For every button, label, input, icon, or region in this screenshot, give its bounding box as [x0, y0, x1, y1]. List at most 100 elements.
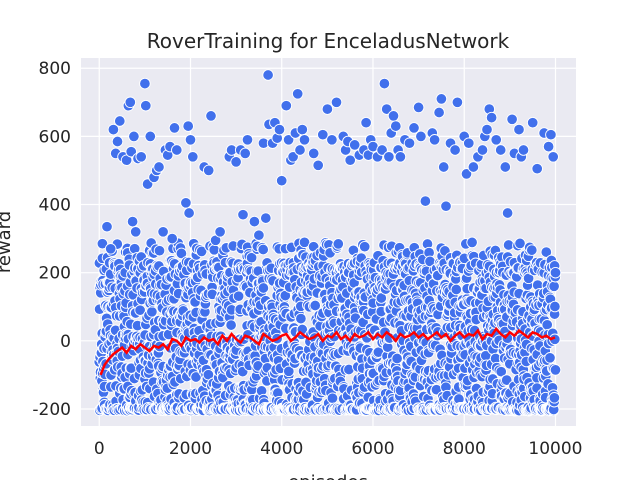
scatter-point: [415, 130, 427, 143]
scatter-point: [139, 77, 151, 90]
scatter-point: [526, 116, 539, 129]
scatter-point: [230, 156, 242, 168]
x-tick-labels: 0 2000 4000 6000 8000 10000: [94, 439, 583, 459]
scatter-point: [298, 236, 311, 249]
y-tick-label: 600: [39, 127, 71, 147]
scatter-point: [257, 243, 269, 256]
scatter-point: [144, 130, 157, 143]
scatter-point: [513, 123, 525, 136]
moving-average-line: [99, 326, 556, 376]
scatter-point: [435, 93, 448, 105]
scatter-point: [360, 116, 372, 129]
scatter-point: [548, 280, 560, 293]
scatter-point: [312, 159, 324, 172]
scatter-point: [262, 69, 274, 81]
scatter-point: [526, 244, 538, 256]
x-tick-label: 6000: [351, 439, 394, 459]
scatter-point: [514, 237, 526, 250]
x-tick-label: 8000: [443, 439, 486, 459]
scatter-point: [433, 106, 445, 119]
scatter-point: [225, 319, 237, 331]
scatter-point: [412, 101, 425, 114]
scatter-point: [451, 96, 464, 109]
x-tick-label: 10000: [528, 439, 582, 459]
scatter-point: [153, 244, 166, 257]
scatter-point: [307, 147, 320, 160]
scatter-point: [253, 229, 265, 241]
scatter-point: [437, 161, 450, 173]
scatter-point: [291, 88, 304, 100]
scatter-point: [184, 134, 197, 146]
scatter-point: [394, 151, 407, 163]
y-tick-label: 0: [60, 332, 71, 352]
y-tick-label: 400: [39, 196, 71, 216]
scatter-point: [171, 144, 183, 156]
scatter-point: [166, 232, 178, 245]
scatter-point: [232, 290, 245, 302]
scatter-point: [481, 123, 493, 136]
scatter-point: [517, 144, 530, 156]
scatter-point: [146, 306, 158, 318]
scatter-point: [257, 282, 270, 294]
chart-title: RoverTraining for EnceladusNetwork: [147, 29, 510, 53]
x-axis-label: episodes: [288, 472, 368, 480]
y-tick-labels: -200 0 200 400 600 800: [32, 59, 71, 420]
scatter-point: [126, 215, 139, 228]
scatter-point: [202, 164, 215, 177]
scatter-point: [440, 200, 452, 212]
scatter-point: [450, 283, 463, 296]
scatter-point: [408, 122, 420, 134]
scatter-point: [114, 115, 126, 127]
scatter-point: [449, 144, 461, 156]
y-tick-label: 800: [39, 59, 71, 79]
scatter-point: [387, 110, 400, 122]
scatter-point: [428, 134, 441, 146]
scatter-point: [390, 120, 402, 132]
scatter-point: [548, 392, 561, 404]
scatter-point: [380, 103, 393, 115]
scatter-point: [283, 365, 295, 378]
scatter-point: [294, 144, 306, 156]
scatter-point: [531, 162, 543, 175]
scatter-point: [140, 99, 152, 112]
scatter-point: [180, 197, 192, 209]
scatter-point: [326, 134, 338, 146]
scatter-point: [330, 96, 343, 109]
scatter-points: [96, 69, 562, 279]
scatter-point: [460, 168, 473, 180]
scatter-point: [547, 151, 559, 163]
scatter-point: [260, 212, 272, 224]
scatter-point: [317, 128, 329, 141]
scatter-point: [344, 154, 356, 166]
scatter-point: [321, 103, 334, 115]
scatter-point: [499, 161, 512, 173]
scatter-point: [239, 147, 251, 160]
scatter-point: [248, 215, 261, 228]
scatter-point: [544, 352, 556, 364]
scatter-point: [214, 226, 226, 238]
scatter-point: [348, 139, 361, 151]
scatter-point: [298, 134, 311, 146]
scatter-point: [549, 300, 561, 313]
scatter-point: [187, 151, 199, 163]
y-axis-label: reward: [0, 211, 15, 273]
scatter-point: [135, 151, 147, 163]
scatter-point: [128, 130, 140, 143]
scatter-point: [403, 137, 416, 149]
x-tick-label: 0: [94, 439, 105, 459]
scatter-point: [542, 140, 555, 153]
scatter-point: [282, 134, 295, 146]
y-tick-label: 200: [39, 264, 71, 284]
scatter-point: [549, 364, 562, 376]
dense-scatter-band: [93, 236, 562, 417]
x-tick-label: 2000: [169, 439, 212, 459]
scatter-point: [467, 161, 480, 173]
scatter-point: [111, 135, 124, 148]
x-tick-label: 4000: [260, 439, 303, 459]
scatter-point: [490, 134, 502, 146]
scatter-point: [202, 368, 215, 381]
scatter-point: [104, 243, 117, 255]
scatter-point: [466, 236, 478, 249]
scatter-point: [129, 226, 142, 238]
